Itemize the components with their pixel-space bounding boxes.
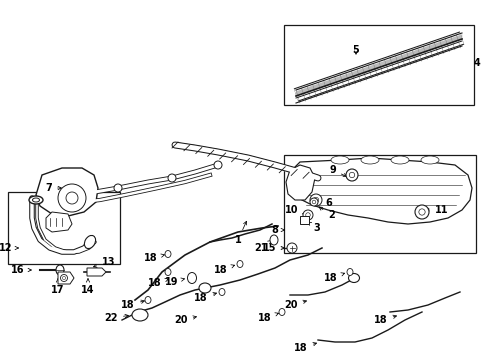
- Text: 5: 5: [352, 45, 359, 55]
- Text: 1: 1: [234, 221, 246, 245]
- Circle shape: [309, 198, 317, 206]
- Polygon shape: [36, 168, 98, 216]
- Text: 20: 20: [284, 300, 306, 310]
- Text: 18: 18: [374, 315, 396, 325]
- Ellipse shape: [279, 309, 285, 315]
- Text: 14: 14: [81, 279, 95, 295]
- Circle shape: [214, 161, 222, 169]
- Polygon shape: [46, 212, 72, 232]
- Ellipse shape: [269, 235, 278, 245]
- Text: 18: 18: [214, 265, 234, 275]
- Text: 18: 18: [324, 273, 344, 283]
- Text: 17: 17: [51, 279, 64, 295]
- Text: 12: 12: [0, 243, 19, 253]
- Circle shape: [303, 210, 312, 220]
- Circle shape: [346, 169, 357, 181]
- Text: 19: 19: [164, 277, 184, 287]
- Circle shape: [168, 174, 176, 182]
- Text: 21: 21: [254, 240, 271, 253]
- Ellipse shape: [420, 156, 438, 164]
- Text: 2: 2: [318, 207, 334, 220]
- Bar: [8, 192, 120, 264]
- Text: 3: 3: [307, 222, 319, 233]
- Polygon shape: [58, 272, 74, 284]
- Polygon shape: [289, 158, 471, 224]
- Ellipse shape: [187, 273, 196, 284]
- Text: 11: 11: [425, 205, 447, 215]
- Text: 20: 20: [174, 315, 196, 325]
- Text: 4: 4: [473, 58, 480, 68]
- Circle shape: [286, 243, 296, 253]
- Text: 15: 15: [262, 243, 284, 253]
- Bar: [299, 216, 308, 224]
- Ellipse shape: [219, 288, 224, 296]
- Ellipse shape: [237, 261, 243, 267]
- Text: 9: 9: [328, 165, 346, 177]
- Ellipse shape: [164, 269, 171, 275]
- Text: 8: 8: [270, 225, 284, 235]
- Text: 18: 18: [294, 342, 316, 353]
- Ellipse shape: [56, 265, 64, 275]
- Text: 18: 18: [144, 253, 164, 263]
- Text: 18: 18: [148, 278, 168, 288]
- Ellipse shape: [164, 251, 171, 257]
- Text: 16: 16: [10, 265, 31, 275]
- Ellipse shape: [360, 156, 378, 164]
- Bar: [284, 155, 475, 253]
- Ellipse shape: [330, 156, 348, 164]
- Text: 18: 18: [258, 313, 278, 323]
- Ellipse shape: [348, 274, 359, 283]
- Ellipse shape: [145, 297, 151, 303]
- Ellipse shape: [132, 309, 148, 321]
- Text: 18: 18: [194, 293, 216, 303]
- Text: 13: 13: [93, 257, 115, 267]
- Bar: [284, 25, 473, 105]
- Circle shape: [414, 205, 428, 219]
- Text: 6: 6: [317, 198, 331, 208]
- Circle shape: [58, 184, 86, 212]
- Ellipse shape: [199, 283, 210, 293]
- Circle shape: [114, 184, 122, 192]
- Circle shape: [309, 194, 321, 206]
- Circle shape: [61, 274, 67, 282]
- Polygon shape: [87, 268, 106, 276]
- Text: 18: 18: [121, 300, 144, 310]
- Text: 7: 7: [45, 183, 61, 193]
- Text: 10: 10: [284, 205, 304, 216]
- Text: 22: 22: [104, 313, 128, 323]
- Ellipse shape: [390, 156, 408, 164]
- Polygon shape: [285, 165, 314, 200]
- Ellipse shape: [29, 196, 43, 204]
- Ellipse shape: [346, 269, 352, 275]
- Ellipse shape: [84, 235, 95, 248]
